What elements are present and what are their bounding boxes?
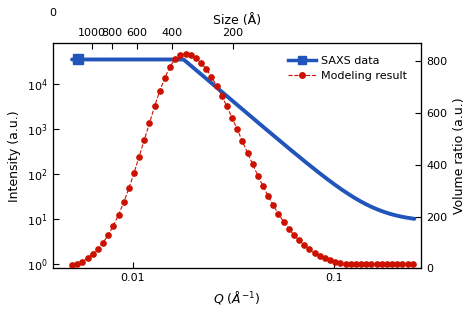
X-axis label: $Q$ ($\AA^{-1}$): $Q$ ($\AA^{-1}$) bbox=[213, 289, 261, 306]
Legend: SAXS data, Modeling result: SAXS data, Modeling result bbox=[283, 51, 412, 86]
X-axis label: Size (Å): Size (Å) bbox=[213, 14, 261, 27]
Y-axis label: Intensity (a.u.): Intensity (a.u.) bbox=[9, 110, 21, 202]
Text: 0: 0 bbox=[49, 8, 56, 18]
Y-axis label: Volume ratio (a.u.): Volume ratio (a.u.) bbox=[453, 97, 465, 214]
